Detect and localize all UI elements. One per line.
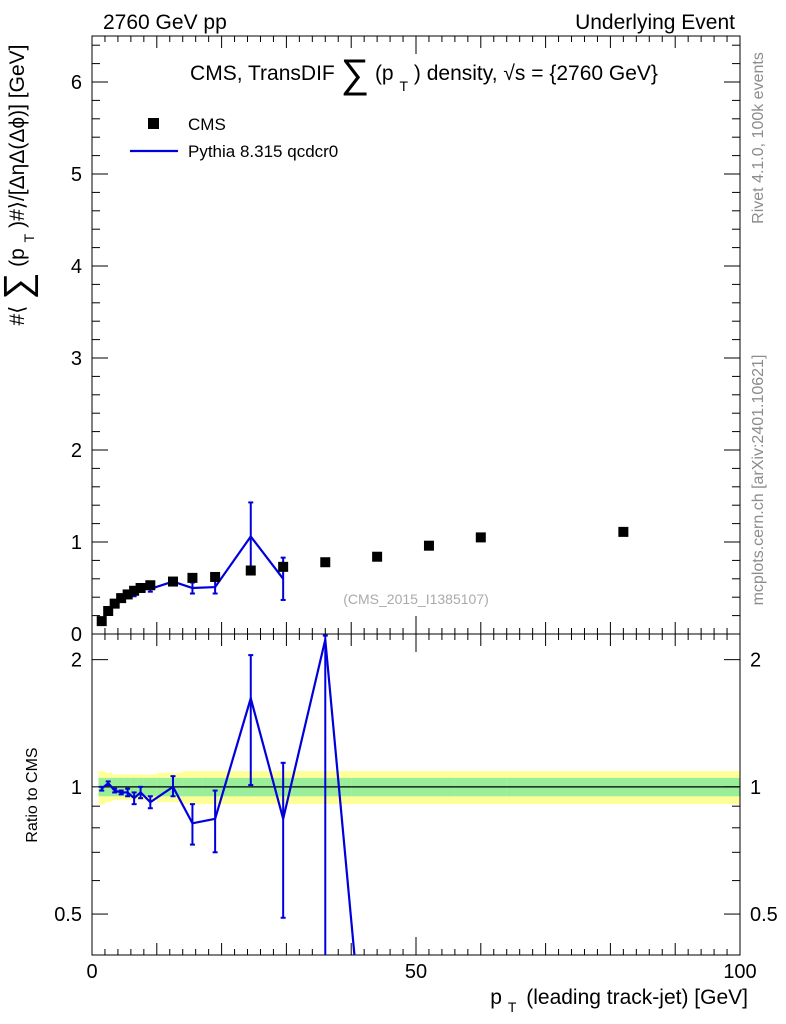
main-data-layer <box>96 501 629 627</box>
rivet-version-label: Rivet 4.1.0, 100k events <box>750 52 767 224</box>
chart-title: CMS, TransDIF ∑ (p T ) density, √s = {27… <box>190 52 658 96</box>
ratio-x-tick-label: 50 <box>405 961 427 983</box>
x-axis-label: p T (leading track-jet) [GeV] <box>490 986 748 1017</box>
title-p-open: (p <box>375 62 394 85</box>
cms-data-point <box>618 526 629 537</box>
main-y-axis-label: #⟨ ∑ (p T )#⟩/[ΔηΔ(Δϕ)] [GeV] <box>0 45 39 326</box>
ratio-y-tick-label: 0.5 <box>54 904 82 926</box>
cms-data-point <box>187 572 198 583</box>
ratio-panel: 0.5 0.5 1 1 2 2 0 50 100 Ratio to CMS p T (lead… <box>24 633 778 1017</box>
main-y-tick-label: 1 <box>71 532 82 554</box>
legend-cms-label: CMS <box>188 115 226 134</box>
ratio-y-tick-label-right: 1 <box>750 777 761 799</box>
legend: CMS Pythia 8.315 qcdcr0 <box>130 115 338 161</box>
title-p-close: ) <box>414 62 421 85</box>
ratio-y-tick-label: 2 <box>71 650 82 672</box>
title-suffix: density, √s = {2760 GeV} <box>427 62 658 85</box>
cms-data-point <box>423 540 434 551</box>
main-y-tick-label: 6 <box>71 72 82 94</box>
ylabel-sum-symbol: ∑ <box>0 273 39 300</box>
analysis-id-watermark: (CMS_2015_I1385107) <box>343 591 489 607</box>
cms-data-point <box>129 585 140 596</box>
main-axis-ticks <box>91 36 741 635</box>
title-subscript: T <box>399 78 408 94</box>
cms-data-point <box>109 598 120 609</box>
ratio-data-layer <box>99 634 356 956</box>
cms-data-point <box>475 532 486 543</box>
legend-pythia-label: Pythia 8.315 qcdcr0 <box>188 142 338 161</box>
main-y-tick-label: 5 <box>71 164 82 186</box>
main-y-tick-label: 4 <box>71 256 82 278</box>
xlabel-p: p <box>490 986 502 1009</box>
title-prefix: CMS, TransDIF <box>190 62 335 85</box>
cms-data-point <box>145 580 156 591</box>
main-y-tick-label: 2 <box>71 440 82 462</box>
ratio-axis-ticks <box>91 634 741 956</box>
cms-data-point <box>122 589 133 600</box>
cms-data-point <box>103 606 114 616</box>
ratio-y-axis-label: Ratio to CMS <box>24 747 41 842</box>
ylabel-part-c: )#⟩/[ΔηΔ(Δϕ)] [GeV] <box>6 45 29 228</box>
main-y-tick-labels: 0 1 2 3 4 5 6 <box>71 72 82 646</box>
legend-cms-marker <box>148 118 159 129</box>
ylabel-subscript: T <box>21 233 37 242</box>
title-sum-symbol: ∑ <box>341 52 370 96</box>
header-collision-label: 2760 GeV pp <box>103 11 227 34</box>
ratio-x-tick-label: 100 <box>723 961 756 983</box>
xlabel-rest: (leading track-jet) [GeV] <box>526 986 748 1009</box>
cms-data-point <box>135 583 146 593</box>
cms-data-point <box>372 551 383 562</box>
ratio-x-tick-labels: 0 50 100 <box>86 961 756 983</box>
cms-data-point <box>116 593 127 604</box>
main-y-tick-label: 0 <box>71 624 82 646</box>
header-event-label: Underlying Event <box>575 11 735 34</box>
xlabel-subscript: T <box>508 999 517 1015</box>
ratio-y-tick-labels: 0.5 0.5 1 1 2 2 <box>54 650 778 926</box>
main-panel: 0 1 2 3 4 5 6 CMS, TransDIF ∑ (p T ) density, … <box>0 35 741 646</box>
cms-data-point <box>278 561 289 572</box>
ratio-y-tick-label: 1 <box>71 777 82 799</box>
main-y-tick-label: 3 <box>71 348 82 370</box>
ylabel-part-b: (p <box>6 248 29 267</box>
cms-data-point <box>210 571 221 582</box>
mcplots-label: mcplots.cern.ch [arXiv:2401.10621] <box>750 355 767 606</box>
ratio-x-tick-label: 0 <box>86 961 97 983</box>
ratio-y-tick-label-right: 0.5 <box>750 904 778 926</box>
ratio-y-tick-label-right: 2 <box>750 650 761 672</box>
ratio-uncertainty-bands <box>98 771 741 805</box>
cms-data-point <box>96 616 107 627</box>
cms-data-point <box>320 557 331 568</box>
cms-data-point <box>245 565 256 576</box>
cms-data-point <box>168 576 178 587</box>
ylabel-part-a: #⟨ <box>6 306 29 326</box>
